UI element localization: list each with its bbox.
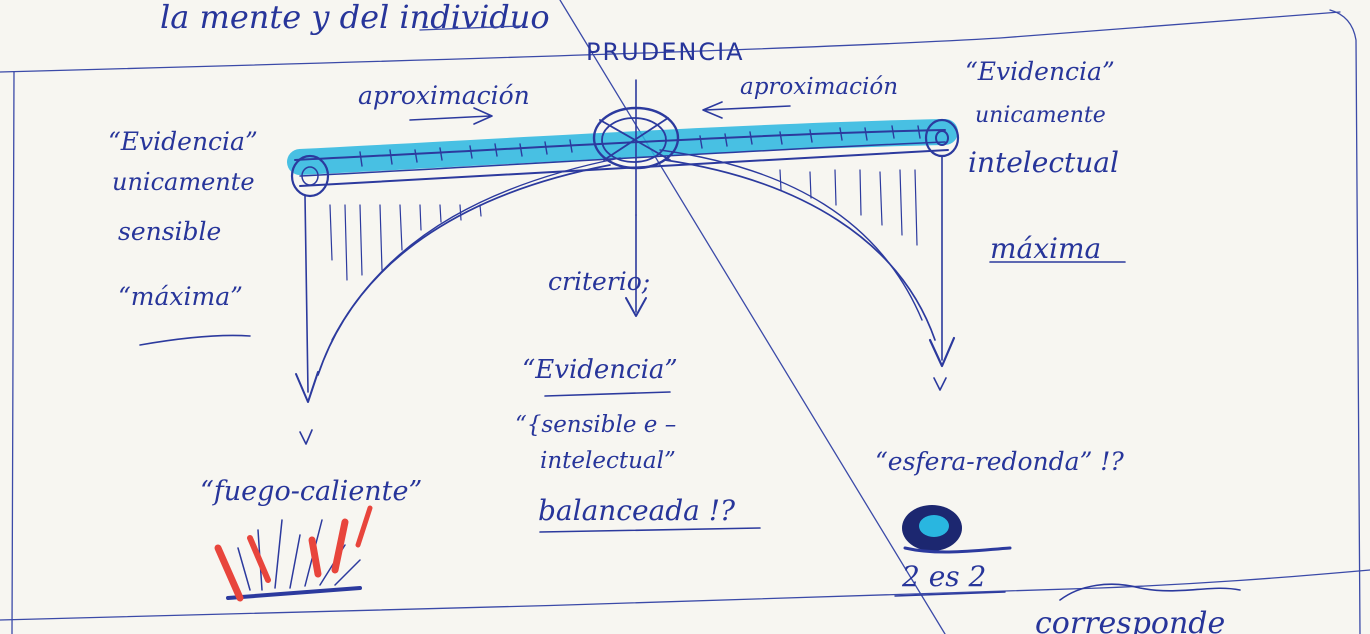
right-arrowhead xyxy=(928,336,956,368)
right-label: “Evidencia” unicamente intelectual máxim… xyxy=(965,57,1119,265)
right-end-inner xyxy=(935,130,949,146)
left-result-label: “fuego-caliente” xyxy=(200,476,422,507)
right-label-line-1: “Evidencia” xyxy=(965,57,1115,86)
center-label-underline-1 xyxy=(544,391,671,397)
beam-line-middle xyxy=(299,141,946,177)
bottom-text: corresponde xyxy=(1035,606,1225,634)
diagonal-line xyxy=(559,0,946,634)
left-end-circle xyxy=(290,154,330,198)
top-label: PRUDENCIA xyxy=(586,38,745,66)
center-label-line-4: intelectual” xyxy=(540,448,676,474)
right-result-label: “esfera-redonda” !? xyxy=(875,447,1124,476)
approach-right-label: aproximación xyxy=(740,74,898,100)
center-label-line-1: criterio; xyxy=(548,267,650,296)
center-label-line-2: “Evidencia” xyxy=(522,355,678,385)
center-label-underline-2 xyxy=(539,527,761,533)
center-arrowhead xyxy=(625,297,647,317)
approach-right-arrow xyxy=(702,101,791,119)
approach-left-arrow xyxy=(409,107,493,125)
left-end-inner xyxy=(301,166,319,186)
arc-to-right-2 xyxy=(659,149,923,321)
left-label-line-2: unicamente xyxy=(112,168,255,196)
left-vertical-arrow xyxy=(304,195,309,393)
center-label-line-5: balanceada !? xyxy=(538,494,736,527)
beam-highlight xyxy=(287,119,958,175)
beam-ticks xyxy=(359,125,921,167)
right-caption: 2 es 2 xyxy=(901,560,986,593)
right-caption-underline xyxy=(894,591,1006,597)
arc-to-left-2 xyxy=(331,157,621,341)
right-label-line-2: unicamente xyxy=(975,103,1106,128)
left-label-line-3: sensible xyxy=(118,217,221,246)
right-label-line-3: intelectual xyxy=(968,146,1119,179)
left-label-underline xyxy=(139,334,251,346)
fire-drawing xyxy=(214,505,373,602)
center-label-line-3: “{sensible e – xyxy=(515,412,676,438)
beam-line-top xyxy=(294,129,946,161)
center-label: criterio; “Evidencia” “{sensible e – int… xyxy=(515,267,736,527)
hatch-left xyxy=(329,204,482,281)
right-label-line-4: máxima xyxy=(990,232,1101,265)
header-text: la mente y del individuo xyxy=(160,0,550,36)
approach-left-label: aproximación xyxy=(358,81,530,110)
left-check-mark xyxy=(299,429,313,445)
hatch-right xyxy=(779,169,918,246)
left-label-line-4: “máxima” xyxy=(118,282,243,311)
left-arrowhead xyxy=(295,371,319,403)
bottom-scribble xyxy=(1059,583,1241,601)
header-underline xyxy=(419,25,521,31)
arc-to-right xyxy=(664,159,936,341)
right-check-mark xyxy=(933,377,947,391)
left-label: “Evidencia” unicamente sensible “máxima” xyxy=(108,127,258,311)
left-label-line-1: “Evidencia” xyxy=(108,127,258,156)
frame-line-left xyxy=(11,71,15,634)
center-knot xyxy=(592,79,680,216)
frame-line-right xyxy=(1329,9,1361,634)
frame-line-top xyxy=(0,11,1341,73)
sphere-drawing xyxy=(902,505,1012,554)
